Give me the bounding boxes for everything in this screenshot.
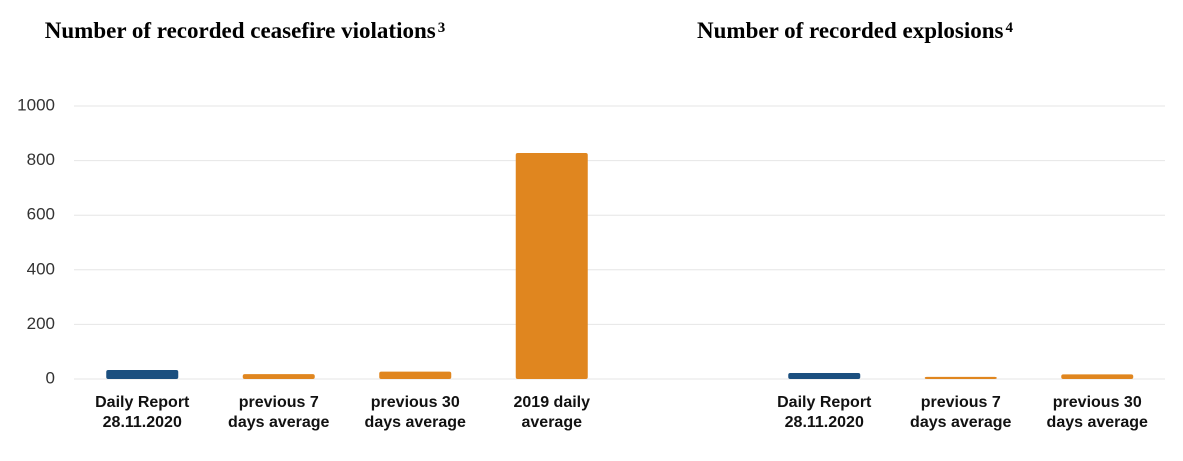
title-footnote: 4 <box>1005 20 1013 36</box>
chart-title: Number of recorded ceasefire violations 3 <box>45 18 445 43</box>
y-tick-label: 800 <box>27 150 55 169</box>
y-tick-label: 600 <box>27 205 55 224</box>
x-tick-label: Daily Report 28.11.2020 <box>95 394 190 431</box>
bar <box>924 376 997 379</box>
bar <box>379 371 452 379</box>
bar <box>788 372 861 379</box>
x-tick-label: previous 7 days average <box>228 394 330 431</box>
chart-title-text: Number of recorded explosions <box>697 18 1003 43</box>
x-tick-label: 2019 daily average <box>513 394 591 431</box>
chart-title-text: Number of recorded ceasefire violations <box>45 18 436 43</box>
x-tick-label: previous 30 days average <box>1046 394 1148 431</box>
bar <box>1061 374 1134 379</box>
y-tick-label: 1000 <box>17 95 55 114</box>
bar <box>515 152 588 379</box>
x-tick-label: Daily Report 28.11.2020 <box>777 394 872 431</box>
bar <box>106 369 179 379</box>
y-tick-label: 0 <box>46 368 55 387</box>
y-tick-label: 200 <box>27 314 55 333</box>
title-footnote: 3 <box>438 20 446 36</box>
bar <box>242 374 315 379</box>
y-tick-label: 400 <box>27 259 55 278</box>
chart-title: Number of recorded explosions 4 <box>697 18 1013 43</box>
x-tick-label: previous 30 days average <box>364 394 466 431</box>
x-tick-label: previous 7 days average <box>910 394 1012 431</box>
